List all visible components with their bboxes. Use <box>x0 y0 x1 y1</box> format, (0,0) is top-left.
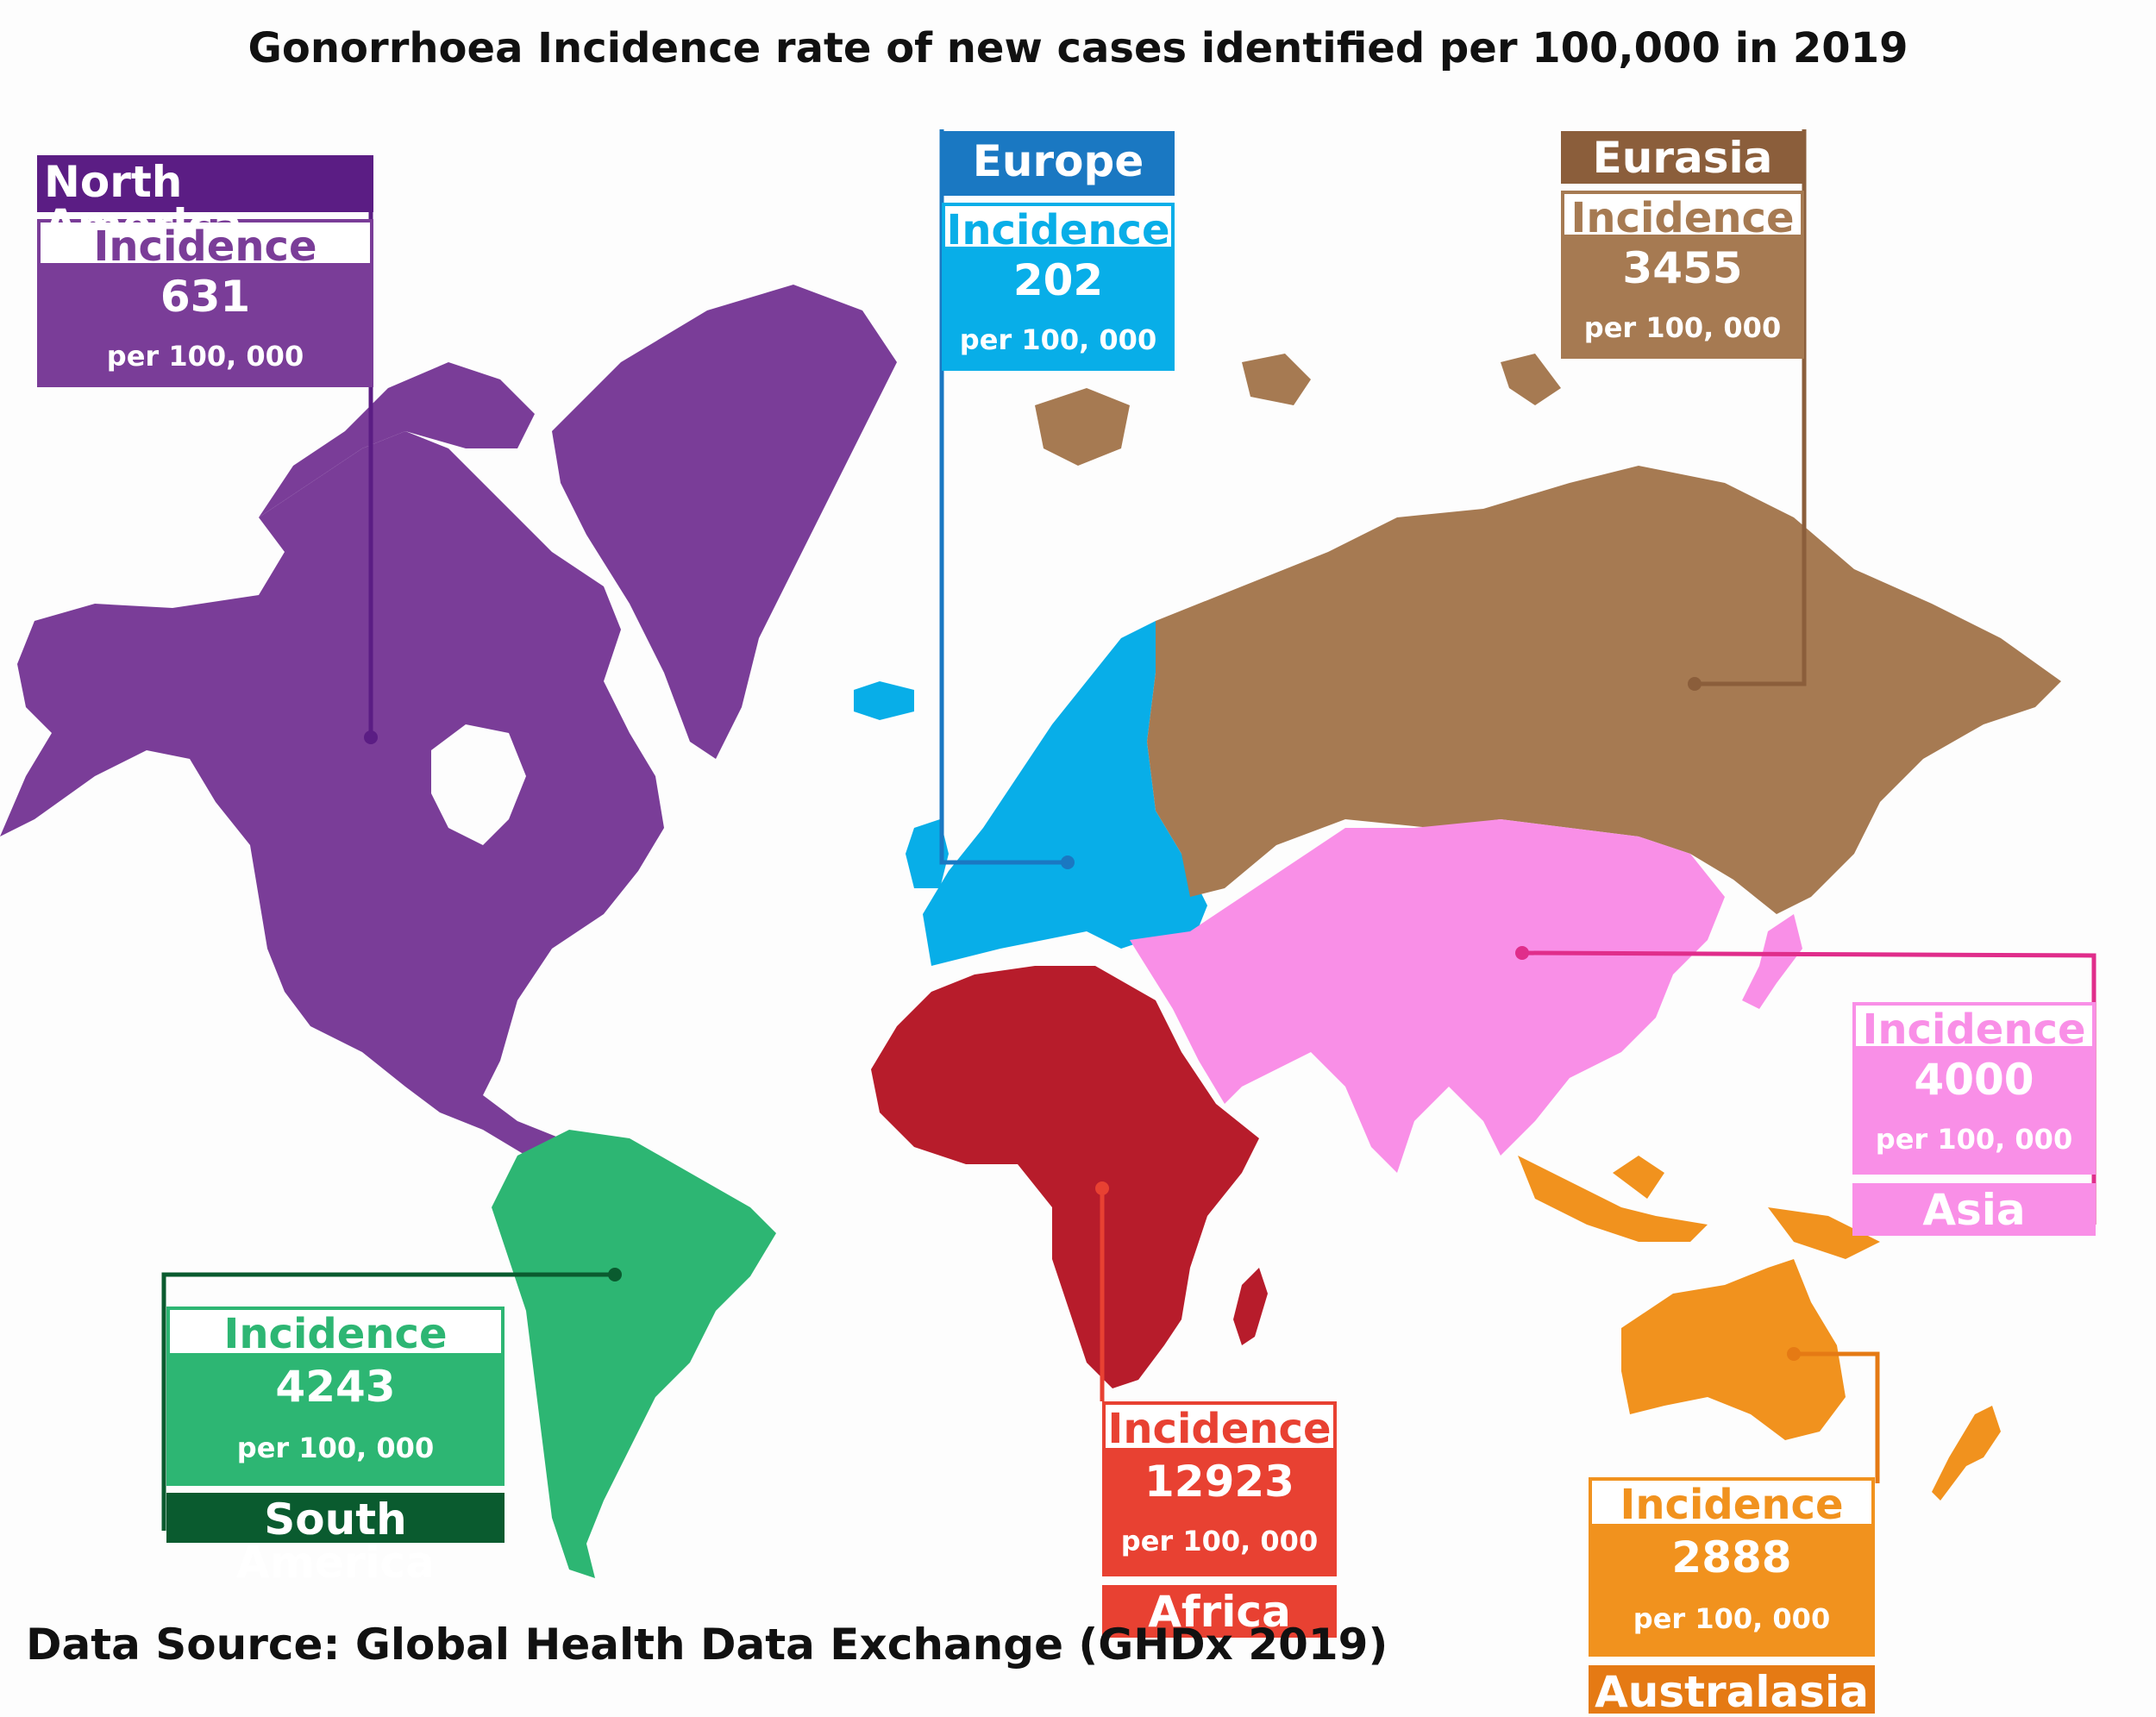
south-america-leader <box>161 1272 615 1531</box>
madagascar-landmass <box>1233 1268 1268 1345</box>
australasia-per: per 100, 000 <box>1633 1602 1831 1635</box>
africa-marker <box>1095 1181 1109 1195</box>
hudson-bay <box>431 724 526 845</box>
south-america-incidence-label: Incidence <box>166 1307 505 1357</box>
asia-landmass <box>1130 819 1725 1173</box>
north-america-value-panel: 631 per 100, 000 <box>37 266 373 387</box>
australia-landmass <box>1621 1259 1846 1440</box>
map-title: Gonorrhoea Incidence rate of new cases i… <box>248 24 1908 72</box>
new-zealand-landmass <box>1932 1406 2001 1501</box>
europe-landmass <box>923 621 1207 966</box>
europe-incidence-label: Incidence <box>942 203 1175 251</box>
north-america-incidence-label: Incidence <box>37 219 373 267</box>
south-america-value: 4243 <box>275 1362 396 1412</box>
africa-per: per 100, 000 <box>1120 1525 1319 1557</box>
asia-name: Asia <box>1852 1183 2096 1236</box>
south-america-name: South America <box>166 1493 505 1584</box>
europe-name: Europe <box>942 131 1175 196</box>
australasia-leader <box>1794 1351 1880 1483</box>
asia-value: 4000 <box>1914 1055 2034 1105</box>
eurasia-value-panel: 3455 per 100, 000 <box>1561 238 1804 359</box>
data-source: Data Source: Global Health Data Exchange… <box>26 1620 1388 1670</box>
europe-callout: Europe Incidence 202 per 100, 000 <box>942 131 1175 371</box>
australasia-name: Australasia <box>1589 1665 1875 1714</box>
south-america-value-panel: 4243 per 100, 000 <box>166 1357 505 1486</box>
eurasia-incidence-label: Incidence <box>1561 191 1804 239</box>
south-america-landmass <box>492 1130 776 1578</box>
africa-landmass <box>871 966 1259 1388</box>
north-america-per: per 100, 000 <box>106 340 304 373</box>
asia-per: per 100, 000 <box>1875 1123 2073 1156</box>
arctic-eurasia-islands <box>1035 354 1561 466</box>
eurasia-callout: Eurasia Incidence 3455 per 100, 000 <box>1561 131 1804 359</box>
british-isles-landmass <box>906 819 949 888</box>
europe-per: per 100, 000 <box>959 323 1157 356</box>
australasia-incidence-label: Incidence <box>1589 1477 1875 1527</box>
south-america-marker <box>608 1268 622 1281</box>
africa-value-panel: 12923 per 100, 000 <box>1102 1451 1337 1576</box>
europe-value: 202 <box>1012 255 1104 305</box>
australasia-marker <box>1787 1347 1801 1361</box>
eurasia-leader <box>1695 129 1807 686</box>
africa-callout: Incidence 12923 per 100, 000 Africa <box>1102 1401 1337 1638</box>
australasia-callout: Incidence 2888 per 100, 000 Australasia <box>1589 1477 1875 1714</box>
europe-marker <box>1061 855 1075 869</box>
asia-value-panel: 4000 per 100, 000 <box>1852 1050 2096 1175</box>
eurasia-value: 3455 <box>1622 243 1743 293</box>
iceland-landmass <box>854 681 914 720</box>
australasia-value-panel: 2888 per 100, 000 <box>1589 1527 1875 1657</box>
north-america-name: North America <box>37 155 373 247</box>
europe-value-panel: 202 per 100, 000 <box>942 250 1175 371</box>
north-america-marker <box>364 730 378 744</box>
europe-leader <box>939 129 1068 865</box>
eurasia-marker <box>1688 677 1702 691</box>
japan-landmass <box>1742 914 1802 1009</box>
asia-incidence-label: Incidence <box>1852 1002 2096 1050</box>
africa-name: Africa <box>1102 1585 1337 1638</box>
africa-incidence-label: Incidence <box>1102 1401 1337 1451</box>
africa-value: 12923 <box>1144 1457 1294 1507</box>
north-america-landmass <box>0 431 664 1156</box>
eurasia-landmass <box>1147 466 2061 914</box>
australasia-value: 2888 <box>1671 1532 1792 1582</box>
north-america-value: 631 <box>160 272 251 322</box>
asia-marker <box>1515 946 1529 960</box>
north-america-callout: North America Incidence 631 per 100, 000 <box>37 155 373 387</box>
asia-callout: Incidence 4000 per 100, 000 Asia <box>1852 1002 2096 1236</box>
south-america-per: per 100, 000 <box>236 1432 435 1464</box>
indonesia-landmass <box>1518 1156 1880 1259</box>
eurasia-name: Eurasia <box>1561 131 1804 184</box>
south-america-callout: Incidence 4243 per 100, 000 South Americ… <box>166 1307 505 1584</box>
arctic-islands <box>259 362 535 517</box>
greenland-landmass <box>552 285 897 759</box>
eurasia-per: per 100, 000 <box>1583 311 1782 344</box>
